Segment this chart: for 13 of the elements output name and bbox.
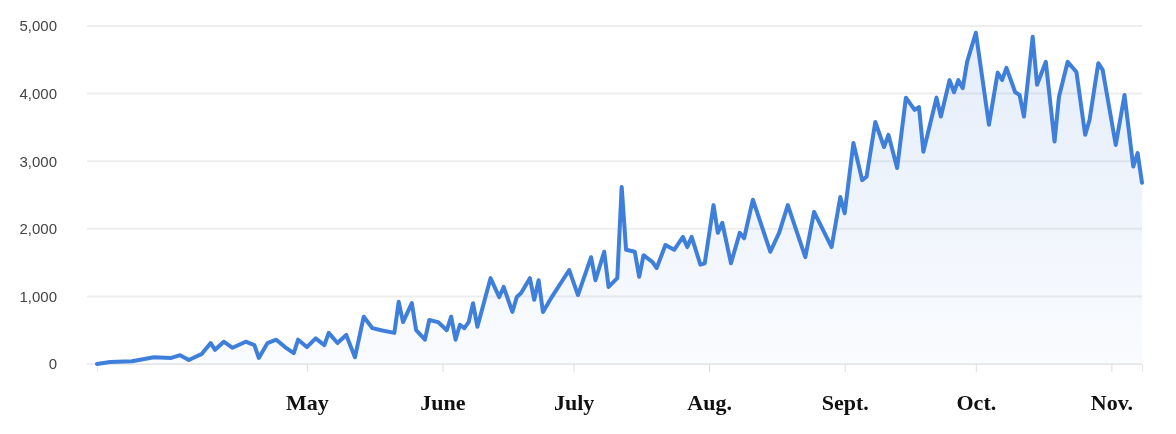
x-tick-label: Oct. xyxy=(956,389,997,415)
y-tick-label: 2,000 xyxy=(19,220,57,238)
x-tick-label: Sept. xyxy=(821,389,869,415)
x-tick-label: Nov. xyxy=(1090,389,1133,415)
y-tick-label: 0 xyxy=(48,355,57,373)
x-tick-label: June xyxy=(420,389,466,415)
x-tick-label: May xyxy=(285,389,329,415)
y-tick-label: 4,000 xyxy=(19,84,57,102)
y-tick-label: 5,000 xyxy=(19,17,57,35)
x-tick-label: July xyxy=(553,389,595,415)
y-tick-label: 3,000 xyxy=(19,152,57,170)
y-tick-label: 1,000 xyxy=(19,287,57,305)
x-tick-label: Aug. xyxy=(687,389,732,415)
